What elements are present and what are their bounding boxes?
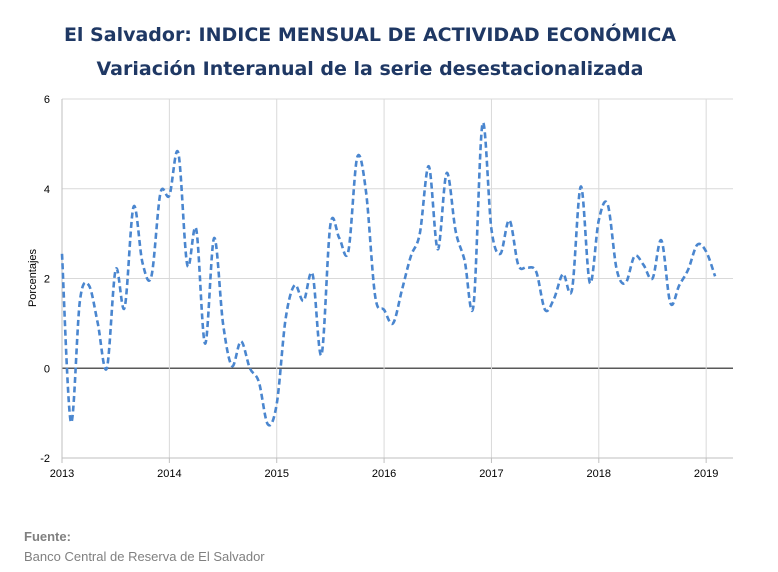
line-chart: -2 0 2 4 6 2013 2014 2015 2016 2017 2018 2019 Porce…: [27, 94, 733, 480]
gridlines: [62, 98, 733, 458]
series-line: [60, 121, 717, 427]
x-tick-label: 2016: [372, 468, 396, 480]
x-tick-label: 2013: [50, 468, 74, 480]
x-tick-label: 2018: [587, 468, 611, 480]
axes: -2 0 2 4 6 2013 2014 2015 2016 2017 2018 2019: [40, 94, 733, 480]
source-label: Fuente:: [24, 529, 71, 544]
y-axis-label: Porcentajes: [27, 248, 39, 307]
x-tick-label: 2014: [157, 468, 181, 480]
chart-subtitle: Variación Interanual de la serie desesta…: [96, 58, 644, 80]
y-tick-label: 6: [44, 94, 50, 106]
y-tick-label: -2: [40, 453, 50, 465]
chart-title: El Salvador: INDICE MENSUAL DE ACTIVIDAD…: [63, 24, 677, 46]
y-tick-label: 4: [44, 184, 50, 196]
x-tick-label: 2015: [264, 468, 288, 480]
x-tick-label: 2017: [479, 468, 503, 480]
x-tick-label: 2019: [694, 468, 718, 480]
series-layer: [60, 121, 717, 427]
source-text: Banco Central de Reserva de El Salvador: [24, 549, 265, 564]
y-tick-label: 0: [44, 363, 50, 375]
y-tick-label: 2: [44, 274, 50, 286]
